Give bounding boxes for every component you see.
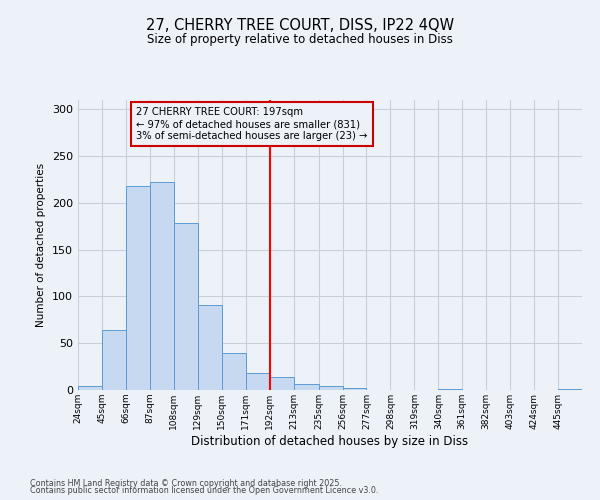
Text: 27, CHERRY TREE COURT, DISS, IP22 4QW: 27, CHERRY TREE COURT, DISS, IP22 4QW [146,18,454,32]
Bar [439,389,462,390]
Bar [198,305,221,390]
Text: Contains HM Land Registry data © Crown copyright and database right 2025.: Contains HM Land Registry data © Crown c… [30,478,342,488]
Bar [174,222,198,390]
X-axis label: Distribution of detached houses by size in Diss: Distribution of detached houses by size … [191,434,469,448]
Bar [78,386,102,390]
Bar [245,373,269,390]
Y-axis label: Number of detached properties: Number of detached properties [37,163,46,327]
Bar [319,386,343,390]
Bar [558,389,582,390]
Bar [221,352,245,390]
Text: Contains public sector information licensed under the Open Government Licence v3: Contains public sector information licen… [30,486,379,495]
Bar [293,384,319,390]
Bar [102,330,126,390]
Bar [126,186,150,390]
Bar [150,182,174,390]
Text: 27 CHERRY TREE COURT: 197sqm
← 97% of detached houses are smaller (831)
3% of se: 27 CHERRY TREE COURT: 197sqm ← 97% of de… [136,108,368,140]
Text: Size of property relative to detached houses in Diss: Size of property relative to detached ho… [147,32,453,46]
Bar [343,388,367,390]
Bar [269,377,293,390]
